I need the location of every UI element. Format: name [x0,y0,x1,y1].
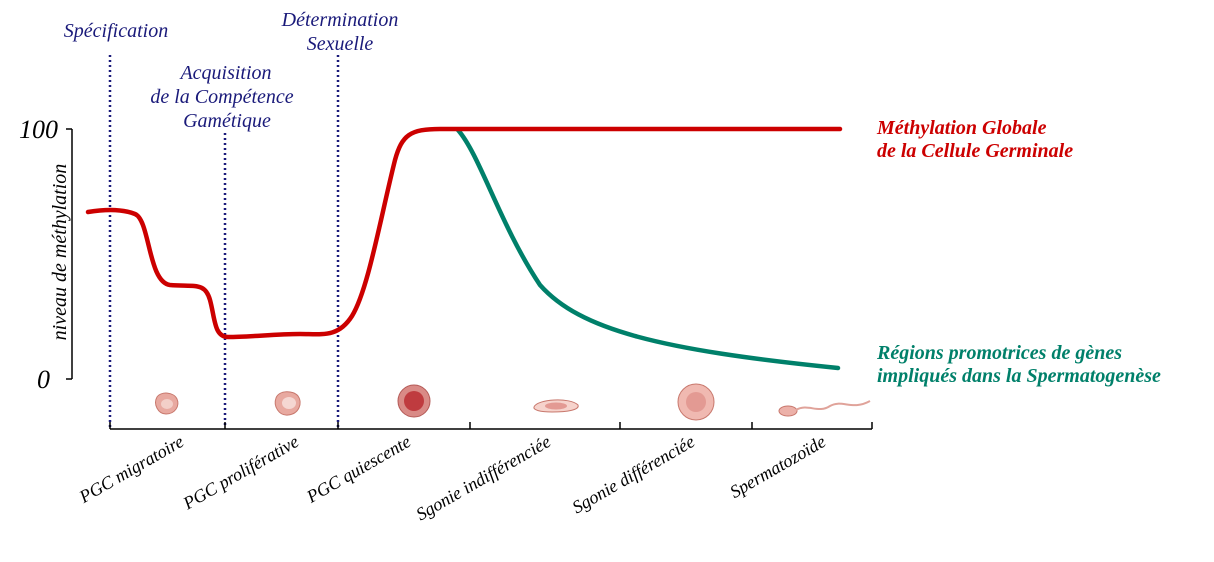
phase-label-acquisition-3: Gamétique [183,110,271,132]
pgc-migratoire-cell-icon [155,392,179,415]
sgonie-differenciee-cell-icon [677,383,715,421]
y-axis-label: niveau de méthylation [49,164,71,341]
stage-label-pgc-proliferative: PGC proliférative [179,431,302,514]
stage-label-pgc-migratoire: PGC migratoire [75,431,187,507]
phase-label-acquisition-2: de la Compétence [150,86,293,108]
phase-label-determination-2: Sexuelle [307,33,374,55]
pgc-quiescente-cell-icon [397,384,431,418]
promoter-curve-label-2: impliqués dans la Spermatogenèse [877,365,1161,387]
stage-label-sgonie-differenciee: Sgonie différenciée [569,431,698,517]
promoter-methylation-curve [455,127,841,371]
y-tick-label-min: 0 [37,365,50,394]
phase-label-acquisition-1: Acquisition [178,62,271,84]
stage-label-sgonie-indifferenciee: Sgonie indifférenciée [413,431,554,524]
phase-label-determination-1: Détermination [281,9,399,31]
promoter-curve-label-1: Régions promotrices de gènes [876,342,1122,364]
sgonie-indifferenciee-cell-icon [533,399,579,413]
global-methylation-curve [85,126,843,340]
phase-label-specification: Spécification [64,20,168,42]
global-curve-label-1: Méthylation Globale [876,117,1047,139]
global-curve-label-2: de la Cellule Germinale [877,140,1073,162]
y-tick-label-max: 100 [19,115,58,144]
stage-label-pgc-quiescente: PGC quiescente [302,431,414,507]
stage-label-spermatozoide: Spermatozoïde [726,431,829,502]
x-axis-ticks [109,422,873,429]
spermatozoide-cell-icon [778,400,871,417]
pgc-proliferative-cell-icon [274,391,301,416]
